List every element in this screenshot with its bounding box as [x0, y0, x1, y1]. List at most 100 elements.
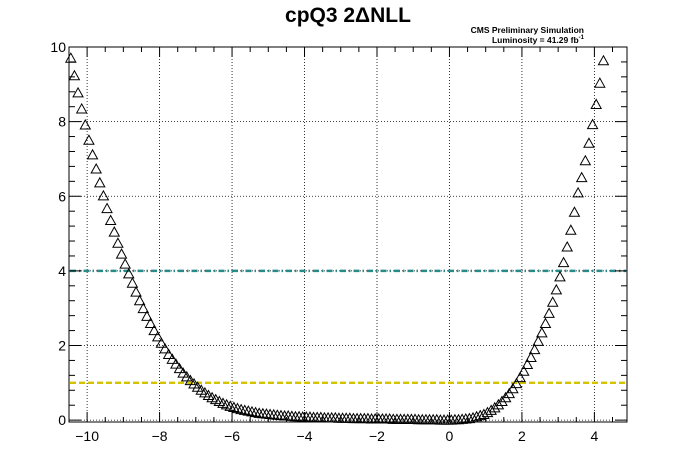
data-point — [470, 410, 483, 422]
data-point — [64, 52, 77, 63]
data-point — [525, 351, 537, 362]
x-tick-label: 0 — [446, 428, 454, 444]
data-point — [575, 171, 588, 183]
data-point — [133, 294, 146, 306]
luminosity-text: Luminosity = 41.29 fb — [492, 35, 579, 45]
data-point — [162, 348, 175, 359]
data-point — [108, 226, 121, 237]
data-point — [126, 277, 139, 288]
data-point — [536, 326, 548, 338]
data-point — [521, 358, 534, 370]
x-tick-label: −2 — [369, 428, 385, 444]
data-point — [510, 377, 523, 389]
data-point — [561, 240, 574, 252]
data-point — [528, 343, 541, 355]
data-point — [75, 102, 88, 114]
data-point — [492, 398, 505, 410]
data-point — [115, 248, 128, 259]
data-point — [122, 267, 135, 279]
data-point — [155, 337, 168, 348]
data-point — [141, 310, 153, 321]
y-tick-label: 4 — [58, 263, 66, 279]
data-point — [572, 186, 584, 198]
data-point — [583, 137, 595, 148]
data-point — [532, 335, 545, 346]
x-tick-label: −8 — [152, 428, 168, 444]
data-point — [507, 382, 519, 394]
data-point — [517, 365, 530, 376]
data-point — [180, 370, 193, 382]
cms-annotation-line1: CMS Preliminary Simulation — [471, 25, 584, 35]
data-point — [97, 189, 110, 201]
data-point — [159, 342, 171, 354]
data-point — [514, 371, 526, 383]
data-point — [593, 77, 606, 88]
data-point — [119, 258, 132, 269]
y-tick-label: 2 — [58, 338, 66, 354]
data-point — [79, 118, 92, 130]
y-tick-label: 0 — [58, 412, 66, 428]
cms-annotation-line2: Luminosity = 41.29 fb-1 — [492, 35, 585, 45]
data-point — [597, 54, 610, 66]
x-tick-label: 2 — [518, 428, 526, 444]
data-point — [83, 134, 95, 145]
data-point — [224, 400, 237, 411]
data-point — [539, 317, 552, 328]
data-point — [246, 405, 258, 417]
data-point — [488, 401, 501, 413]
data-point — [228, 401, 240, 412]
data-point — [93, 176, 106, 188]
data-point — [148, 324, 160, 336]
data-point — [557, 256, 570, 268]
data-point — [242, 405, 255, 416]
data-point — [151, 330, 164, 342]
data-markers — [64, 52, 610, 425]
data-point — [564, 224, 577, 235]
data-point — [170, 358, 182, 369]
data-point — [474, 409, 487, 421]
data-point — [72, 86, 84, 98]
data-point — [166, 353, 179, 364]
data-point — [543, 307, 555, 318]
y-tick-label: 6 — [58, 188, 66, 204]
data-point — [177, 367, 189, 378]
data-point — [68, 69, 81, 81]
grid-lines — [69, 46, 627, 422]
data-point — [173, 362, 186, 374]
x-tick-label: 4 — [590, 428, 598, 444]
y-tick-label: 8 — [58, 114, 66, 130]
data-point — [249, 406, 262, 418]
data-point — [130, 286, 142, 297]
data-point — [496, 395, 508, 406]
data-point — [463, 412, 476, 424]
data-point — [568, 206, 581, 217]
data-point — [86, 148, 99, 160]
data-point — [137, 302, 150, 314]
reference-lines — [70, 269, 626, 385]
data-point — [90, 162, 103, 174]
tick-labels: −10 −8 −6 −4 −2 0 2 4 0 2 4 6 8 10 — [50, 39, 598, 444]
data-point — [101, 202, 113, 214]
x-tick-label: −4 — [297, 428, 313, 444]
luminosity-superscript: -1 — [579, 35, 585, 41]
data-point — [579, 154, 592, 166]
data-point — [238, 404, 251, 415]
data-point — [231, 402, 244, 414]
axis-ticks — [68, 46, 627, 422]
data-point — [586, 118, 599, 130]
data-point — [546, 296, 559, 307]
chart-title: cpQ3 2ΔNLL — [285, 4, 411, 27]
data-point — [235, 403, 247, 415]
plot-frame — [68, 46, 628, 423]
data-point — [485, 404, 497, 415]
data-point — [112, 237, 124, 248]
x-tick-label: −10 — [75, 428, 99, 444]
y-tick-label: 10 — [50, 39, 66, 55]
data-point — [144, 317, 157, 328]
data-point — [550, 283, 563, 295]
data-point — [104, 214, 117, 226]
data-point — [590, 98, 603, 109]
x-tick-label: −6 — [224, 428, 240, 444]
data-point — [554, 270, 566, 282]
